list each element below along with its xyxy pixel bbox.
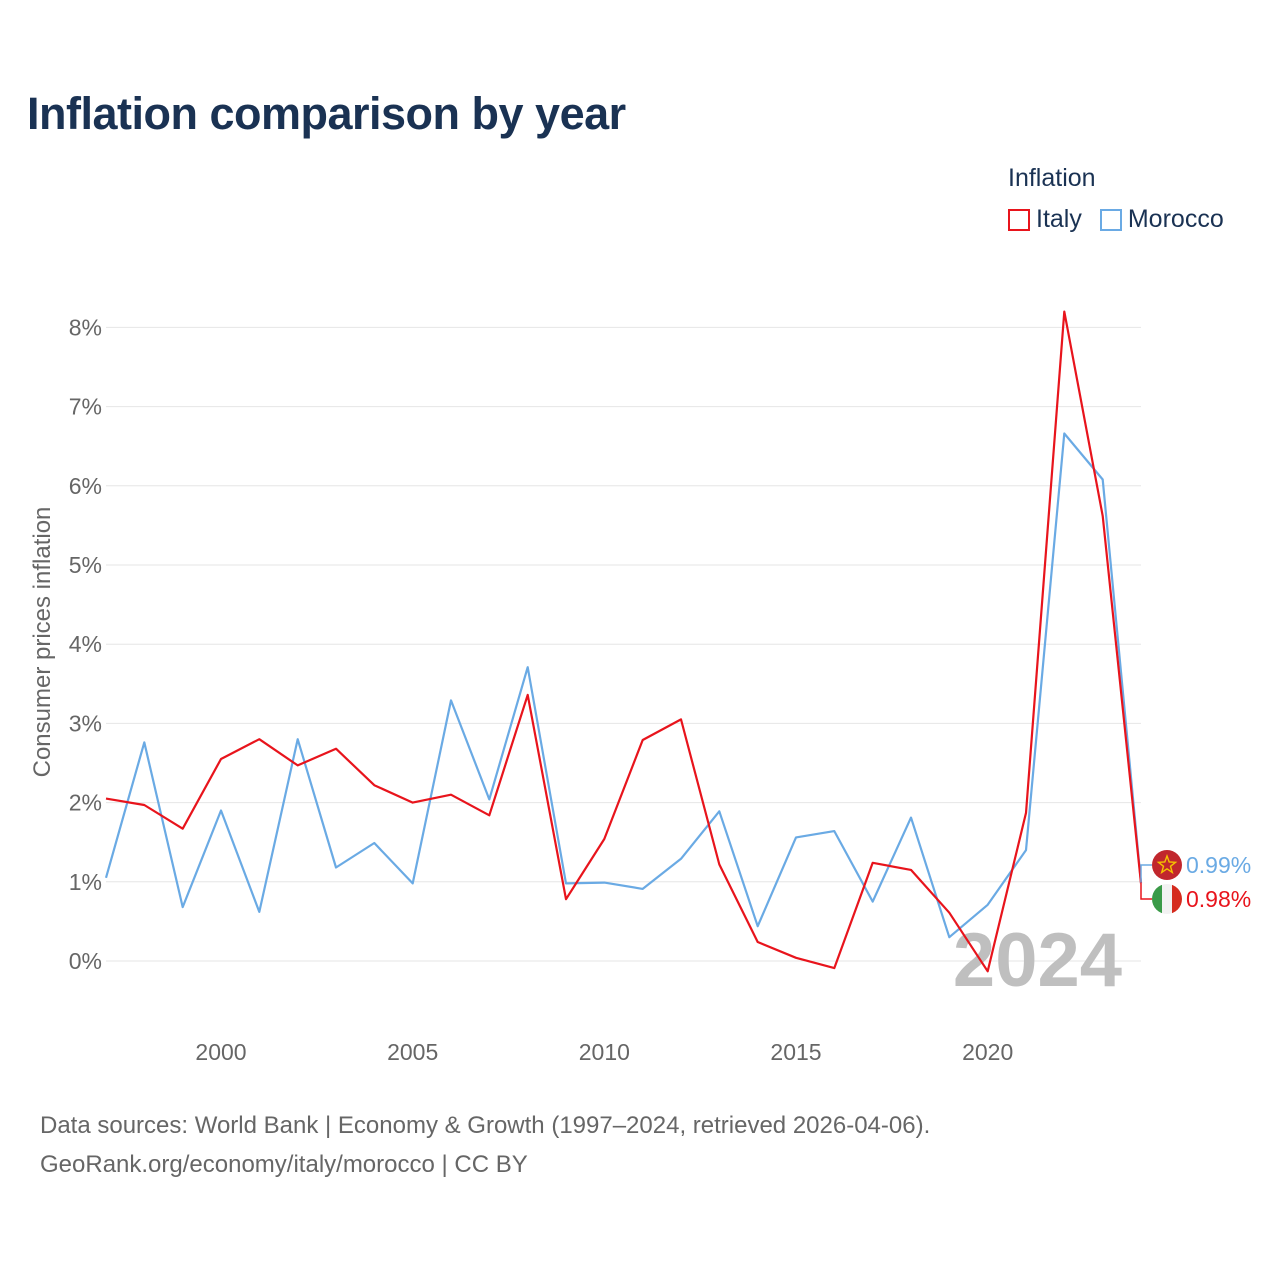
legend-swatch-italy [1008,208,1030,231]
legend-swatch-morocco [1099,208,1122,231]
x-tick-label: 2020 [962,1039,1013,1065]
series-line-morocco [104,432,1143,939]
legend-label-italy: Italy [1036,205,1082,233]
end-label-morocco: 0.99% [1186,852,1251,878]
connector-morocco [1140,864,1152,883]
y-tick-label: 8% [69,314,102,340]
source-note: Data sources: World Bank | Economy & Gro… [40,1106,930,1184]
legend-item-morocco[interactable]: Morocco [1099,205,1224,234]
x-tick-label: 2010 [579,1039,630,1065]
source-line-2: GeoRank.org/economy/italy/morocco | CC B… [40,1151,528,1178]
x-tick-label: 2015 [770,1039,821,1065]
x-axis-ticks: 2000 2005 2010 2015 2020 [195,1039,1013,1065]
connector-italy [1140,883,1152,900]
y-tick-label: 7% [69,394,102,420]
legend: Italy Morocco [1008,205,1224,234]
y-tick-label: 6% [69,473,102,499]
legend-title: Inflation [1008,164,1096,192]
end-marker-italy: 0.98% [1140,883,1251,914]
end-marker-morocco: 0.99% [1140,850,1251,883]
data-series [104,310,1143,973]
morocco-flag-icon [1152,850,1182,880]
legend-item-italy[interactable]: Italy [1008,205,1082,234]
y-axis-label: Consumer prices inflation [29,507,56,778]
chart-title: Inflation comparison by year [27,88,626,139]
series-line-italy [105,310,1143,973]
x-tick-label: 2000 [195,1039,246,1065]
italy-flag-icon [1152,884,1182,914]
y-tick-label: 1% [69,869,102,895]
source-line-1: Data sources: World Bank | Economy & Gro… [40,1112,931,1139]
y-tick-label: 3% [69,710,102,736]
gridlines [106,326,1141,962]
y-tick-label: 2% [69,790,102,816]
end-label-italy: 0.98% [1186,886,1251,912]
legend-label-morocco: Morocco [1127,205,1224,233]
year-watermark: 2024 [953,918,1122,1003]
y-tick-label: 0% [69,948,102,974]
y-axis-ticks: 0% 1% 2% 3% 4% 5% 6% 7% 8% [69,314,102,974]
x-tick-label: 2005 [387,1039,438,1065]
y-tick-label: 5% [69,552,102,578]
y-tick-label: 4% [69,631,102,657]
